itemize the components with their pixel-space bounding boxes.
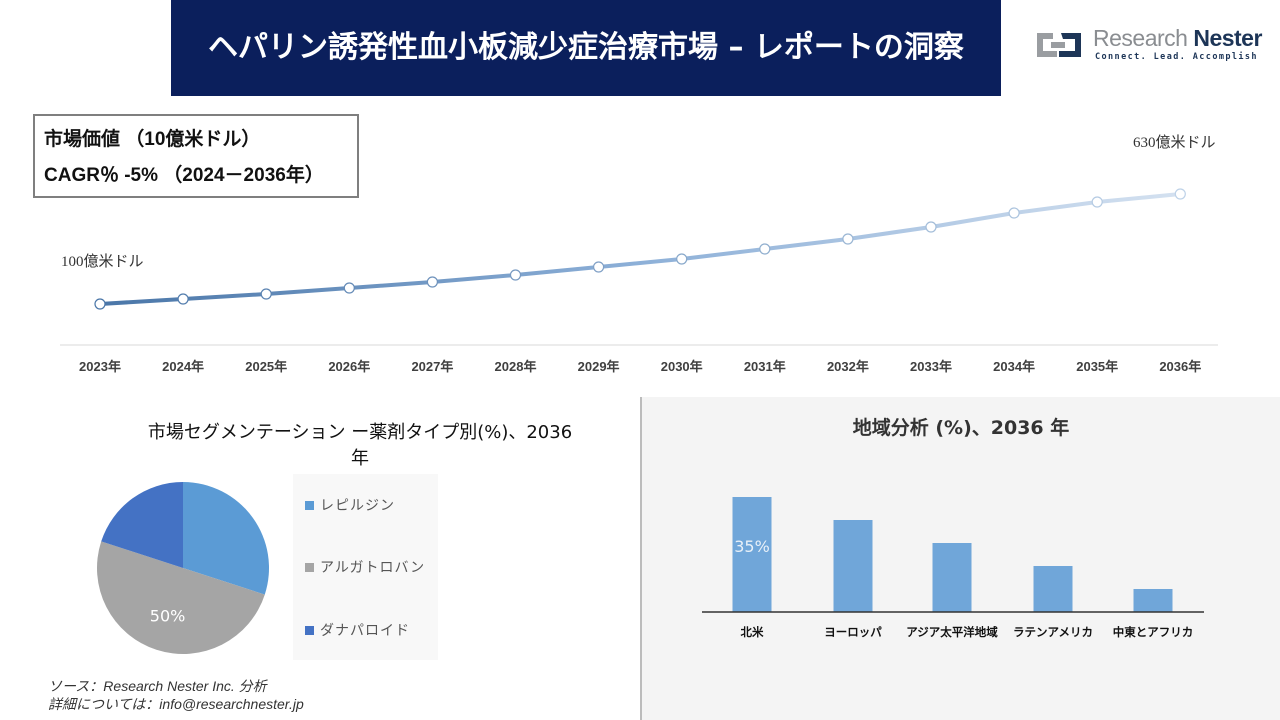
bar xyxy=(932,543,972,612)
bar xyxy=(1033,566,1073,612)
data-point-marker xyxy=(94,298,106,310)
logo-name-nester: Nester xyxy=(1193,25,1262,51)
pie-slice xyxy=(101,482,183,568)
x-axis-tick-label: 2026年 xyxy=(328,359,370,374)
cagr-label: CAGR％ -5% （2024－2036年） xyxy=(44,165,324,186)
pie-legend: レピルジン アルガトロバン ダナパロイド xyxy=(293,474,438,660)
legend-item-repirudin: レピルジン xyxy=(305,495,395,515)
data-point-marker xyxy=(592,261,605,273)
market-value-line-chart: 2023年 2024年 2025年 2026年 2027年 2028年 2029年 2030年… xyxy=(60,188,1218,374)
data-point-marker xyxy=(759,243,771,255)
x-axis-tick-label: 2029年 xyxy=(578,359,620,374)
data-point-marker xyxy=(260,288,272,300)
x-axis-tick-label: 2030年 xyxy=(661,359,703,374)
research-nester-logo: Research Nester Connect. Lead. Accomplis… xyxy=(1033,25,1262,67)
data-point-marker xyxy=(842,233,854,245)
line-markers xyxy=(94,188,1186,310)
drug-type-pie-chart: 50% xyxy=(96,482,269,654)
x-axis-tick-label: 2036年 xyxy=(1159,359,1201,374)
logo-name-research: Research xyxy=(1093,25,1188,51)
contact-text: 詳細については：info@researchnester.jp xyxy=(48,696,304,712)
logo-tagline: Connect. Lead. Accomplish xyxy=(1095,52,1258,62)
legend-swatch-icon xyxy=(305,625,314,635)
x-axis-tick-label: 2023年 xyxy=(79,359,121,374)
page-title: ヘパリン誘発性血小板減少症治療市場 – レポートの洞察 xyxy=(171,0,1001,96)
start-value-label: 100億米ドル xyxy=(61,254,144,270)
data-point-marker xyxy=(343,282,355,294)
x-axis-tick-label: 2032年 xyxy=(827,359,869,374)
data-point-marker xyxy=(177,293,189,305)
bar-category-label: ラテンアメリカ xyxy=(1013,625,1093,639)
x-axis-labels: 2023年 2024年 2025年 2026年 2027年 2028年 2029年 2030年… xyxy=(79,359,1201,374)
bar-category-label: アジア太平洋地域 xyxy=(906,625,998,639)
data-point-marker xyxy=(1091,196,1103,208)
logo-mark-icon xyxy=(1037,33,1081,57)
x-axis-tick-label: 2031年 xyxy=(744,359,786,374)
end-value-label: 630億米ドル xyxy=(1133,135,1216,151)
data-point-marker xyxy=(1008,207,1020,219)
legend-swatch-icon xyxy=(305,562,314,572)
x-axis-tick-label: 2028年 xyxy=(495,359,537,374)
bar xyxy=(1133,589,1173,612)
bar-category-label: 北米 xyxy=(741,625,764,639)
legend-item-danaparoid: ダナパロイド xyxy=(305,620,410,640)
bar-data-label: 35% xyxy=(734,537,770,556)
x-axis-tick-label: 2027年 xyxy=(411,359,453,374)
source-note: ソース：Research Nester Inc. 分析 詳細については：info… xyxy=(48,677,304,713)
pie-slice xyxy=(96,541,265,654)
pie-chart-title: 市場セグメンテーション ー薬剤タイプ別(%)、2036 年 xyxy=(147,422,573,469)
data-point-marker xyxy=(426,276,438,288)
data-point-marker xyxy=(925,221,937,233)
market-value-label: 市場価値 （10億米ドル） xyxy=(44,129,261,150)
region-bar-chart: 35% 北米 ヨーロッパ アジア太平洋地域 ラテンアメリカ 中東とアフリカ xyxy=(702,497,1204,639)
kpi-box: 市場価値 （10億米ドル） CAGR％ -5% （2024－2036年） xyxy=(33,114,359,198)
region-analysis-panel: 35% 北米 ヨーロッパ アジア太平洋地域 ラテンアメリカ 中東とアフリカ 地域分析 (%… xyxy=(640,397,1280,720)
x-axis-tick-label: 2035年 xyxy=(1076,359,1118,374)
data-point-marker xyxy=(509,269,522,281)
bar-category-label: ヨーロッパ xyxy=(824,625,882,639)
source-text: ソース：Research Nester Inc. 分析 xyxy=(48,678,267,694)
pie-data-label: 50% xyxy=(150,606,186,625)
data-point-marker xyxy=(1174,188,1186,200)
x-axis-tick-label: 2033年 xyxy=(910,359,952,374)
pie-slice xyxy=(183,482,269,595)
x-axis-tick-label: 2025年 xyxy=(245,359,287,374)
bar-chart-title: 地域分析 (%)、2036 年 xyxy=(852,417,1070,439)
x-axis-tick-label: 2034年 xyxy=(993,359,1035,374)
legend-item-argatroban: アルガトロバン xyxy=(305,557,425,577)
bar xyxy=(833,520,873,612)
bar xyxy=(732,497,772,612)
x-axis-tick-label: 2024年 xyxy=(162,359,204,374)
data-point-marker xyxy=(676,253,688,265)
legend-swatch-icon xyxy=(305,500,314,510)
bar-category-label: 中東とアフリカ xyxy=(1113,625,1194,639)
market-value-line xyxy=(99,192,1181,306)
